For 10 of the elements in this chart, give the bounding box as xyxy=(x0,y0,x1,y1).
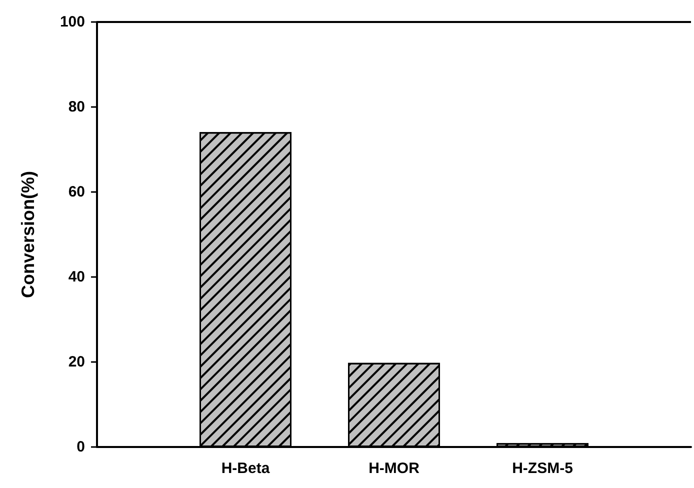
y-tick-label: 20 xyxy=(68,354,85,370)
x-tick-label: H-ZSM-5 xyxy=(512,460,573,477)
y-tick-label: 0 xyxy=(76,438,85,456)
y-tick-label: 100 xyxy=(60,14,85,30)
x-tick-label: H-MOR xyxy=(368,460,420,477)
x-tick-label: H-Beta xyxy=(221,460,270,477)
y-axis-title: Conversion(%) xyxy=(18,170,38,298)
y-tick-label: 40 xyxy=(68,268,85,286)
y-tick-label: 60 xyxy=(68,184,85,200)
y-tick-label: 80 xyxy=(68,98,85,116)
